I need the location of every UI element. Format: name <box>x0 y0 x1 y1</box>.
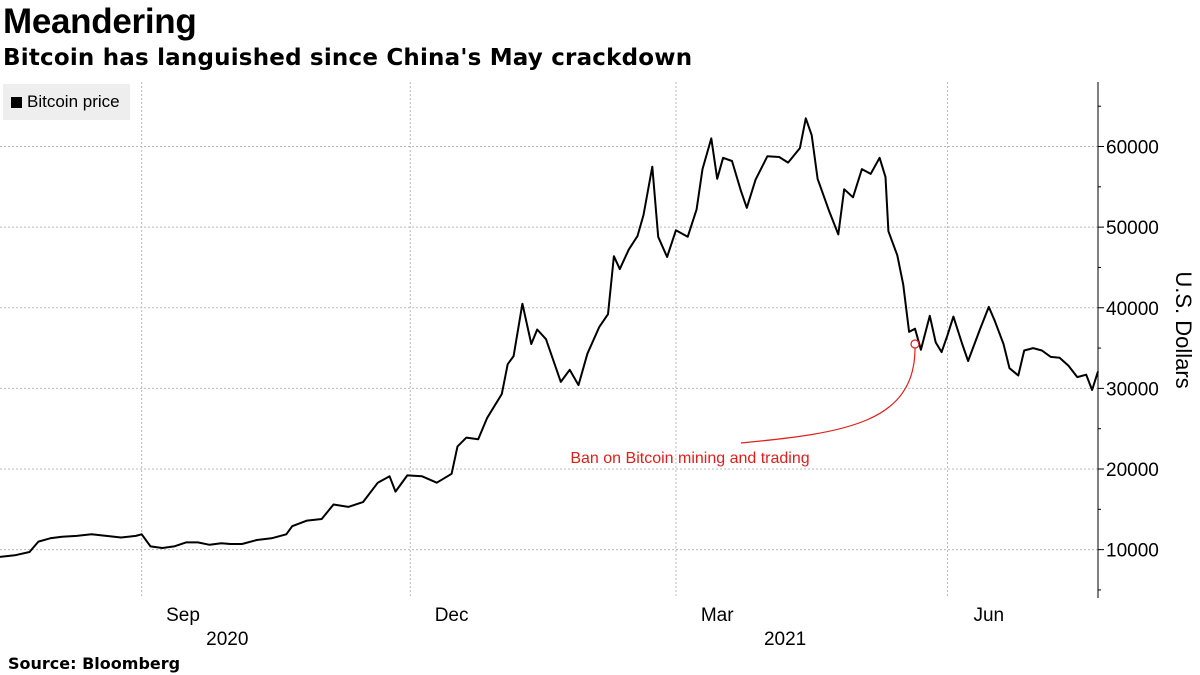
annotation-marker <box>910 339 920 349</box>
y-tick-label: 50000 <box>1106 218 1159 239</box>
chart-subtitle: Bitcoin has languished since China's May… <box>3 45 693 71</box>
x-tick-label: Mar <box>701 605 734 626</box>
x-tick-label: Sep <box>166 605 200 626</box>
y-tick-label: 60000 <box>1106 138 1159 159</box>
y-tick-label: 30000 <box>1106 379 1159 400</box>
x-year-label: 2020 <box>206 629 248 650</box>
y-tick-label: 20000 <box>1106 460 1159 481</box>
y-tick-label: 10000 <box>1106 541 1159 562</box>
x-tick-label: Dec <box>435 605 469 626</box>
legend-swatch <box>11 96 22 108</box>
annotation-label: Ban on Bitcoin mining and trading <box>570 450 809 467</box>
legend-label: Bitcoin price <box>27 92 120 111</box>
y-axis-title: U.S. Dollars <box>1171 271 1196 388</box>
x-tick-label: Jun <box>973 605 1004 626</box>
annotation-leader-line <box>740 348 916 444</box>
y-tick-label: 40000 <box>1106 299 1159 320</box>
legend: Bitcoin price <box>3 84 130 120</box>
source-note: Source: Bloomberg <box>8 654 181 673</box>
chart-title: Meandering <box>3 2 197 41</box>
series-line-bitcoin-price <box>0 117 1099 558</box>
x-year-label: 2021 <box>764 629 806 650</box>
